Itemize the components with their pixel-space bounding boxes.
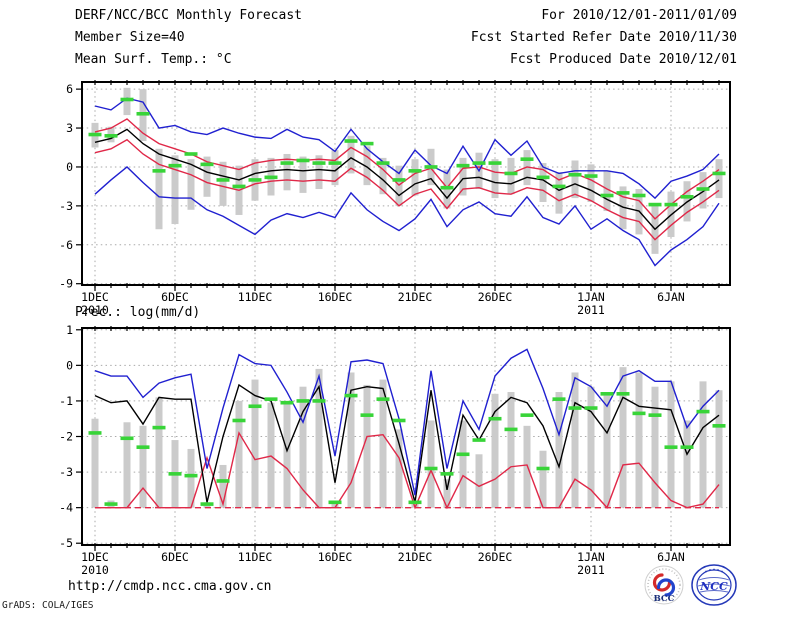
precip-chart-grid — [82, 328, 730, 545]
svg-text:16DEC: 16DEC — [318, 290, 353, 304]
svg-text:-5: -5 — [59, 536, 73, 550]
ncc-top-mark — [705, 570, 707, 573]
svg-text:3: 3 — [66, 121, 73, 135]
bcc-logo: BCC — [644, 565, 684, 605]
ncc-globe-line — [699, 590, 729, 593]
precip-chart-ensemble-mean-line — [94, 383, 720, 503]
svg-text:16DEC: 16DEC — [318, 550, 353, 564]
svg-text:6DEC: 6DEC — [161, 290, 189, 304]
grads-credit: GrADS: COLA/IGES — [2, 600, 94, 611]
ncc-top-mark — [709, 569, 711, 571]
svg-text:0: 0 — [66, 358, 73, 372]
svg-text:-4: -4 — [59, 501, 73, 515]
svg-text:-3: -3 — [59, 465, 73, 479]
temp-chart-blue-line-upper — [94, 97, 720, 200]
svg-text:26DEC: 26DEC — [478, 290, 513, 304]
bcc-logo-ring — [644, 565, 684, 605]
precip-chart-series — [88, 348, 726, 510]
svg-text:1DEC: 1DEC — [81, 550, 109, 564]
svg-text:2011: 2011 — [577, 563, 605, 577]
bcc-swirl-blue — [656, 578, 676, 597]
svg-text:1DEC: 1DEC — [81, 290, 109, 304]
member-size-label: Member Size=40 — [75, 30, 185, 45]
temp-chart-grid — [82, 82, 730, 285]
produced-date-label: Fcst Produced Date 2010/12/01 — [510, 52, 737, 67]
svg-text:1JAN: 1JAN — [577, 290, 605, 304]
svg-text:-9: -9 — [59, 277, 73, 291]
precip-chart-ticks — [76, 326, 720, 551]
temp-chart-ticks — [76, 80, 720, 291]
refer-date-label: Fcst Started Refer Date 2010/11/30 — [470, 30, 737, 45]
bcc-swirl-red — [652, 573, 672, 592]
source-url: http://cmdp.ncc.cma.gov.cn — [68, 579, 272, 594]
svg-text:2011: 2011 — [577, 303, 605, 317]
ncc-top-mark — [721, 570, 723, 573]
page-title: DERF/NCC/BCC Monthly Forecast — [75, 8, 302, 23]
ncc-logo-label: NCC — [699, 580, 728, 593]
temp-chart-series — [88, 87, 726, 267]
svg-text:6DEC: 6DEC — [161, 550, 189, 564]
svg-text:-6: -6 — [59, 238, 73, 252]
temp-chart-red-line-upper — [94, 118, 720, 220]
temp-chart-red-line-lower — [94, 138, 720, 241]
precip-chart-blue-line — [94, 348, 720, 496]
temp-chart-ensemble-spread-bar — [91, 87, 723, 254]
ncc-top-mark — [713, 568, 715, 571]
svg-text:21DEC: 21DEC — [398, 290, 433, 304]
svg-text:11DEC: 11DEC — [238, 290, 273, 304]
svg-text:2010: 2010 — [81, 303, 109, 317]
svg-text:-3: -3 — [59, 199, 73, 213]
ncc-logo: NCC — [691, 564, 737, 606]
ncc-globe-line — [698, 577, 730, 581]
precip-chart-ensemble-spread-bar — [91, 367, 723, 508]
svg-text:11DEC: 11DEC — [238, 550, 273, 564]
svg-text:26DEC: 26DEC — [478, 550, 513, 564]
svg-text:0: 0 — [66, 160, 73, 174]
temp-chart-blue-line-lower — [94, 166, 720, 267]
svg-text:6JAN: 6JAN — [657, 550, 685, 564]
precip-units-label: Prec.: log(mm/d) — [75, 305, 201, 320]
svg-text:1: 1 — [66, 323, 73, 337]
precip-chart-observation-dash — [88, 392, 726, 506]
svg-text:-1: -1 — [59, 394, 73, 408]
forecast-range-label: For 2010/12/01-2011/01/09 — [541, 8, 737, 23]
svg-text:21DEC: 21DEC — [398, 550, 433, 564]
temp-chart-frame — [81, 81, 731, 286]
svg-text:6: 6 — [66, 82, 73, 96]
ncc-globe-line — [697, 583, 731, 587]
bcc-logo-text-ring — [647, 568, 681, 602]
ncc-top-mark — [717, 569, 719, 571]
svg-text:1JAN: 1JAN — [577, 550, 605, 564]
bcc-logo-label: BCC — [654, 594, 675, 604]
svg-text:2010: 2010 — [81, 563, 109, 577]
temp-chart-ensemble-mean-line — [94, 128, 720, 231]
svg-text:6JAN: 6JAN — [657, 290, 685, 304]
svg-text:-2: -2 — [59, 430, 73, 444]
temp-units-label: Mean Surf. Temp.: °C — [75, 52, 232, 67]
precip-chart-red-line — [95, 431, 720, 510]
temp-chart-observation-dash — [88, 97, 726, 207]
